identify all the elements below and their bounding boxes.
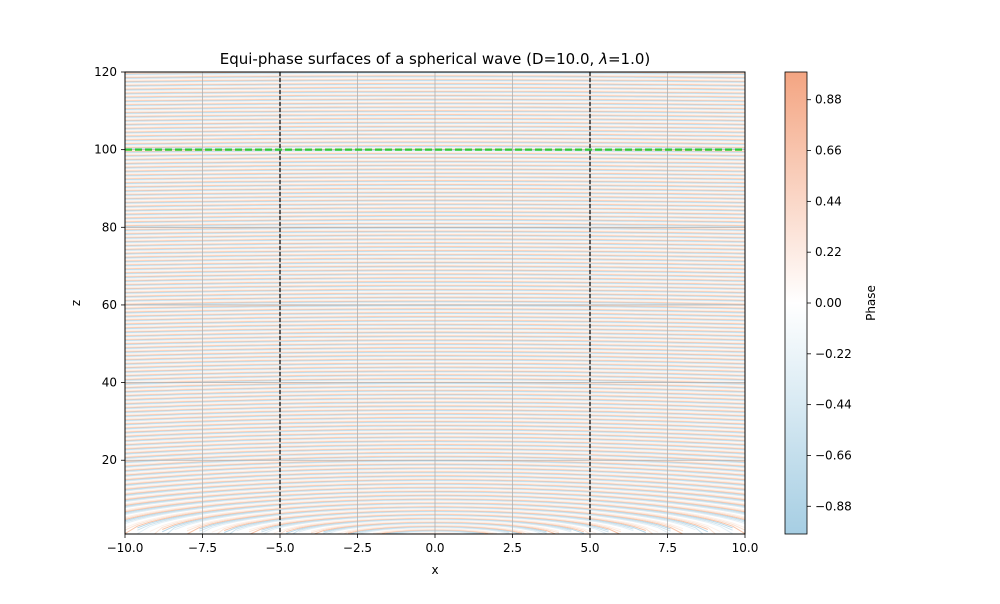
colorbar: −0.88 −0.66 −0.44 −0.22 0.00 0.22 0.44 0.66 0.88…	[784, 71, 878, 535]
contour-line	[125, 68, 745, 70]
y-axis-label: z	[69, 300, 83, 306]
y-tick-label: 120	[94, 65, 117, 79]
contour-line	[125, 69, 745, 71]
colorbar-tick-label: −0.66	[815, 448, 852, 462]
colorbar-tick-label: 0.22	[815, 245, 842, 259]
colorbar-label: Phase	[864, 285, 878, 321]
colorbar-tick-label: 0.88	[815, 93, 842, 107]
x-axis-label: x	[431, 563, 438, 577]
y-tick-label: 100	[94, 143, 117, 157]
x-axis: −10.0 −7.5 −5.0 −2.5 0.0 2.5 5.0 7.5 10.0	[107, 534, 759, 555]
contour-line	[228, 511, 634, 534]
x-tick-label: 5.0	[580, 541, 599, 555]
colorbar-tick-label: −0.88	[815, 499, 852, 513]
colorbar-tick-label: 0.00	[815, 296, 842, 310]
y-axis: 20 40 60 80 100 120	[94, 65, 125, 467]
x-tick-label: −10.0	[107, 541, 144, 555]
y-tick-label: 60	[102, 298, 117, 312]
colorbar-tick-label: 0.44	[815, 194, 842, 208]
colorbar-ticks: −0.88 −0.66 −0.44 −0.22 0.00 0.22 0.44 0.66 0.88	[807, 93, 852, 513]
y-tick-label: 80	[102, 220, 117, 234]
colorbar-tick-label: 0.66	[815, 144, 842, 158]
x-tick-label: 10.0	[732, 541, 759, 555]
x-tick-label: 7.5	[658, 541, 677, 555]
x-tick-label: −7.5	[188, 541, 217, 555]
x-tick-label: 2.5	[503, 541, 522, 555]
contour-line	[125, 69, 745, 71]
y-tick-label: 40	[102, 376, 117, 390]
overlay-layer	[125, 72, 745, 534]
x-tick-label: −5.0	[265, 541, 294, 555]
colorbar-gradient	[784, 71, 808, 535]
y-tick-label: 20	[102, 453, 117, 467]
contour-line	[125, 68, 745, 70]
colorbar-tick-label: −0.44	[815, 398, 852, 412]
x-tick-label: 0.0	[425, 541, 444, 555]
colorbar-tick-label: −0.22	[815, 347, 852, 361]
x-tick-label: −2.5	[343, 541, 372, 555]
chart-title: Equi-phase surfaces of a spherical wave …	[220, 50, 651, 68]
